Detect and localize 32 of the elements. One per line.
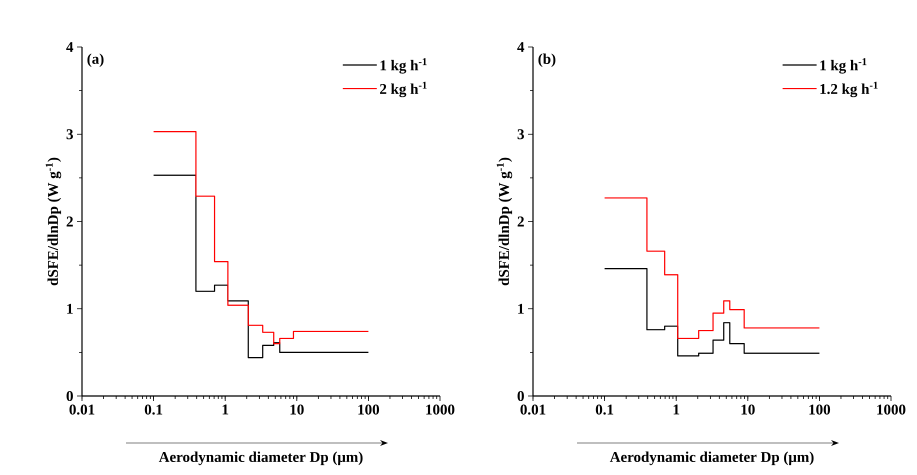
x-tick-label: 0.1 [144, 404, 162, 415]
y-tick-label: 1 [67, 304, 73, 314]
x-tick-label: 0.01 [520, 404, 546, 415]
x-tick-label: 1000 [877, 404, 906, 415]
x-tick-label: 1000 [426, 404, 454, 415]
y-axis-title: dSFE/dlnDp (W g$^{-1}$) [496, 158, 512, 286]
x-axis-title: Aerodynamic diameter Dp (μm) [610, 452, 814, 466]
legend-label: 1 kg h$^{-1}$ [820, 58, 866, 74]
y-tick-label: 4 [66, 42, 74, 52]
y-tick-label: 2 [518, 216, 524, 226]
x-axis-title: Aerodynamic diameter Dp (μm) [158, 452, 363, 466]
y-tick-label: 3 [518, 129, 524, 140]
y-axis-title: dSFE/dlnDp (W g$^{-1}$) [46, 158, 62, 286]
x-tick-label: 100 [809, 404, 830, 415]
y-tick-label: 2 [66, 216, 73, 226]
y-tick-label: 4 [517, 42, 524, 52]
x-tick-label: 10 [742, 404, 755, 415]
x-tick-label: 1 [222, 404, 228, 414]
annotation: (b) [538, 53, 556, 67]
x-tick-label: 0.1 [596, 404, 614, 415]
legend-label: 2 kg h$^{-1}$ [380, 82, 427, 98]
y-tick-label: 1 [518, 304, 524, 314]
y-tick-label: 0 [66, 390, 73, 402]
legend-label: 1.2 kg h$^{-1}$ [820, 82, 878, 98]
x-tick-label: 1 [674, 404, 680, 414]
y-tick-label: 3 [66, 129, 73, 140]
x-tick-label: 0.01 [69, 404, 94, 415]
x-tick-label: 100 [358, 404, 380, 415]
y-tick-label: 0 [518, 390, 524, 402]
legend-label: 1 kg h$^{-1}$ [380, 58, 427, 74]
annotation: (a) [87, 53, 104, 67]
x-tick-label: 10 [290, 404, 304, 415]
